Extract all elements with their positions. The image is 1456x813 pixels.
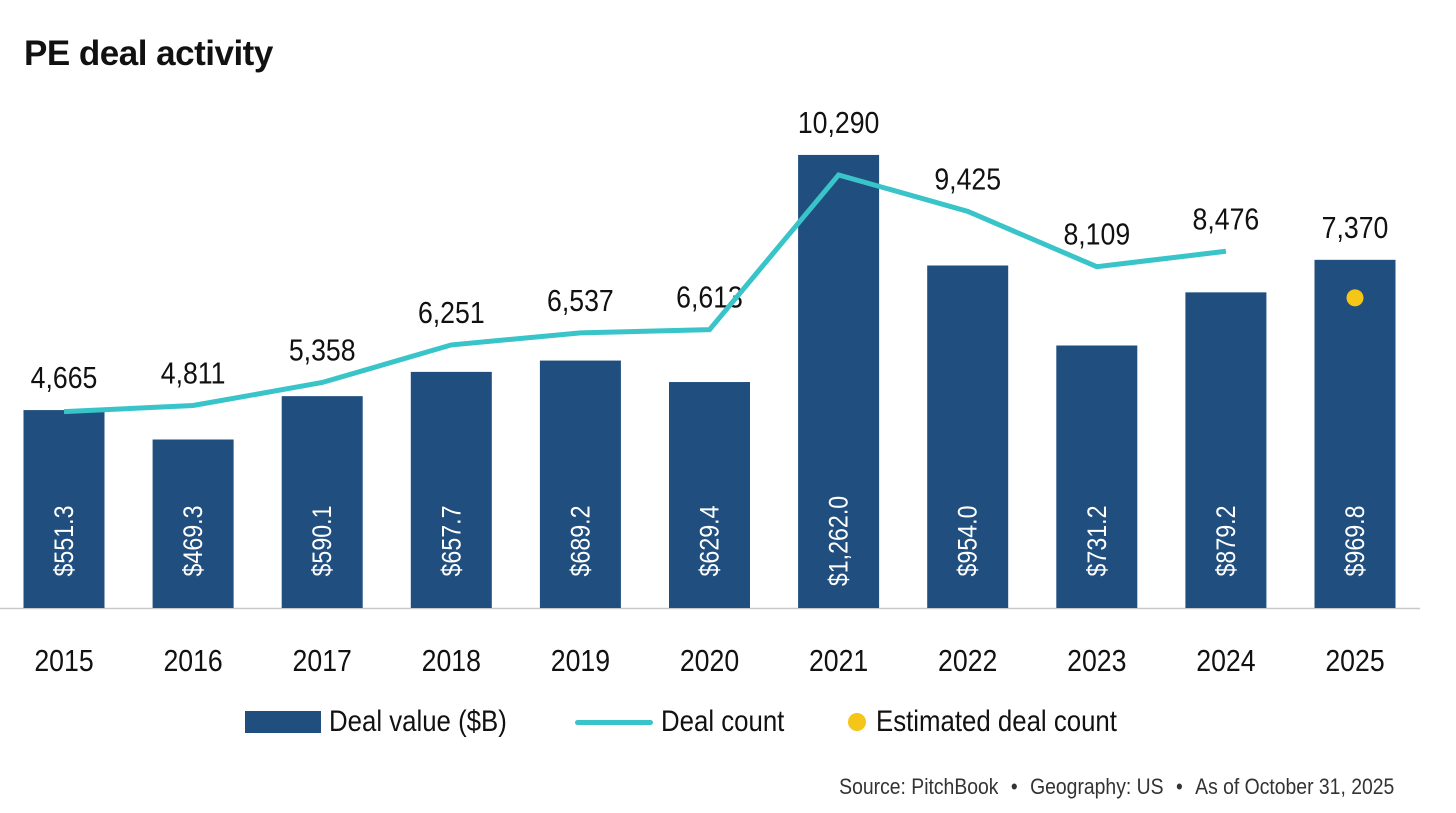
bar-value-label: $629.4 [695,505,725,576]
bar-value-label: $689.2 [566,505,596,576]
separator: • [1176,774,1183,799]
bar-deal-value-2024 [1185,292,1267,608]
deal-count-label: 8,109 [1063,218,1130,252]
x-tick-label: 2020 [680,644,739,678]
x-tick-label: 2023 [1067,644,1126,678]
bar-deal-value-2019 [539,360,621,608]
x-tick-label: 2017 [293,644,352,678]
bar-deal-value-2023 [1056,345,1138,608]
bar-value-label: $590.1 [308,505,338,576]
separator: • [1011,774,1018,799]
deal-count-label: 4,811 [161,357,226,391]
legend-line-swatch [575,719,653,725]
bar-deal-value-2016 [152,439,234,608]
bar-value-label: $1,262.0 [824,496,854,586]
x-tick-label: 2018 [422,644,481,678]
combo-chart: $551.3 2015 4,665 $469.3 2016 4,811 $590.1 2017… [0,106,1420,679]
x-tick-label: 2021 [809,644,868,678]
bar-deal-value-2022 [927,265,1009,608]
bar-deal-value-2015 [23,410,105,608]
bar-value-label: $551.3 [49,505,79,576]
deal-count-label: 8,476 [1193,202,1260,236]
x-tick-label: 2016 [163,644,222,678]
bar-deal-value-2021 [798,154,880,608]
bar-deal-value-2018 [410,371,492,608]
deal-count-label: 6,537 [547,284,614,318]
deal-count-label: 9,425 [934,163,1001,197]
legend-label: Deal count [661,705,785,738]
bar-value-label: $657.7 [437,505,467,576]
bar-value-label: $879.2 [1211,505,1241,576]
source-footer: Source: PitchBook • Geography: US • As o… [836,774,1398,800]
bar-value-label: $954.0 [953,505,983,576]
geography-text: Geography: US [1030,774,1164,799]
deal-count-label: 5,358 [289,334,356,368]
bar-deal-value-2025 [1314,259,1396,608]
deal-count-label: 10,290 [798,106,880,140]
legend-item-deal-count: Deal count [575,702,804,742]
deal-count-label: 6,613 [676,281,743,315]
legend-item-estimated: Estimated deal count [848,702,1156,742]
bar-value-label: $469.3 [179,505,209,576]
bar-deal-value-2020 [669,382,750,608]
bar-value-label: $969.8 [1340,505,1370,576]
legend-bar-swatch [245,711,321,733]
deal-count-line [63,172,1227,415]
legend-item-deal-value: Deal value ($B) [245,702,536,742]
x-tick-label: 2025 [1325,644,1384,678]
x-tick-label: 2022 [938,644,997,678]
legend-label: Deal value ($B) [329,705,507,738]
bar-value-label: $731.2 [1082,505,1112,576]
chart-title: PE deal activity [24,34,273,73]
estimated-deal-count-point [1346,289,1364,307]
legend: Deal value ($B) Deal count Estimated dea… [0,702,1456,742]
x-tick-label: 2015 [34,644,93,678]
deal-count-label: 6,251 [418,296,485,330]
legend-dot-swatch [848,713,866,731]
as-of-text: As of October 31, 2025 [1195,774,1395,799]
deal-count-label: 7,370 [1322,211,1389,245]
source-text: Source: PitchBook [839,774,999,799]
x-tick-label: 2024 [1196,644,1255,678]
deal-count-label: 4,665 [31,361,98,395]
legend-label: Estimated deal count [876,705,1117,738]
x-tick-label: 2019 [551,644,610,678]
bar-deal-value-2017 [281,396,363,608]
